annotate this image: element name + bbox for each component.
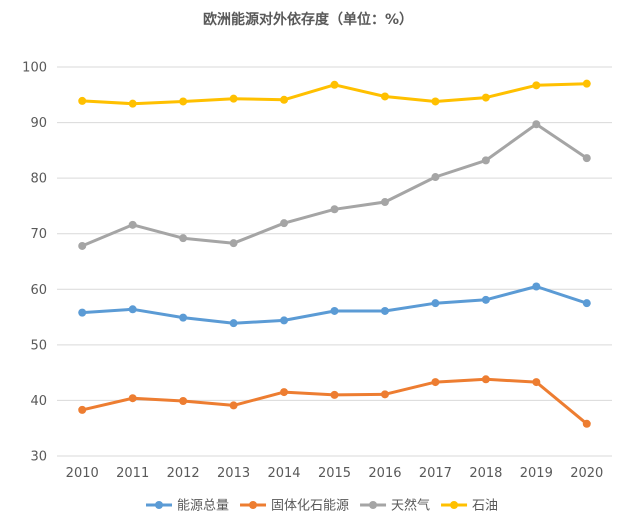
data-point <box>380 198 389 207</box>
legend-swatch-marker <box>155 501 163 509</box>
data-point <box>532 120 541 129</box>
x-tick-label: 2014 <box>267 466 300 481</box>
y-tick-label: 100 <box>22 61 47 76</box>
legend-label: 石油 <box>472 499 498 514</box>
x-tick-label: 2020 <box>570 466 603 481</box>
data-point <box>229 239 238 248</box>
data-point <box>481 93 490 102</box>
data-point <box>229 319 238 328</box>
data-point <box>128 220 137 229</box>
data-point <box>582 299 591 308</box>
data-point <box>330 80 339 89</box>
data-point <box>330 306 339 315</box>
data-point <box>280 388 289 397</box>
legend-swatch-marker <box>450 501 459 509</box>
x-tick-label: 2013 <box>217 466 250 481</box>
legend-label: 能源总量 <box>177 499 229 514</box>
x-tick-label: 2018 <box>469 466 502 481</box>
data-point <box>431 378 440 387</box>
x-tick-label: 2012 <box>167 466 200 481</box>
legend-label: 天然气 <box>391 498 430 514</box>
data-point <box>481 295 490 304</box>
y-tick-label: 30 <box>30 450 47 465</box>
legend-label: 固体化石能源 <box>271 499 349 514</box>
data-point <box>280 219 289 228</box>
series-line <box>80 377 589 426</box>
legend-item-3: 天然气 <box>360 498 430 514</box>
data-point <box>481 156 490 165</box>
legend-item-4: 石油 <box>441 499 498 514</box>
data-point <box>78 241 87 250</box>
data-point <box>179 234 188 243</box>
y-axis-ticks: 30 40 50 60 70 80 90 100 <box>22 61 47 465</box>
x-axis-ticks: 2010 2011 2012 2013 2014 2015 2016 2017 2018 2019… <box>66 466 604 481</box>
y-tick-label: 80 <box>30 172 47 187</box>
data-point <box>280 316 289 325</box>
data-point <box>431 97 440 106</box>
y-tick-label: 40 <box>30 394 47 409</box>
data-point <box>431 299 440 308</box>
series-layer <box>78 79 591 428</box>
x-tick-label: 2019 <box>520 466 553 481</box>
data-point <box>582 79 591 88</box>
x-tick-label: 2015 <box>318 466 351 481</box>
data-point <box>431 173 440 182</box>
series-3 <box>78 120 591 250</box>
series-line <box>80 285 589 325</box>
legend-swatch-marker <box>369 501 378 509</box>
data-point <box>380 306 389 315</box>
data-point <box>229 401 238 410</box>
legend-item-2: 固体化石能源 <box>240 499 349 514</box>
data-point <box>128 99 137 108</box>
x-tick-label: 2016 <box>368 466 401 481</box>
data-point <box>532 282 541 291</box>
data-point <box>179 313 188 322</box>
y-tick-label: 90 <box>30 116 47 131</box>
data-point <box>280 95 289 104</box>
x-tick-label: 2017 <box>419 466 452 481</box>
data-point <box>330 390 339 399</box>
data-point <box>128 305 137 314</box>
data-point <box>179 396 188 405</box>
x-tick-label: 2011 <box>116 466 149 481</box>
x-tick-label: 2010 <box>66 466 99 481</box>
data-point <box>330 205 339 214</box>
data-point <box>128 394 137 403</box>
series-4 <box>78 79 591 108</box>
chart-title: 欧洲能源对外依存度（单位：%） <box>203 11 413 28</box>
data-point <box>78 96 87 105</box>
legend-item-1: 能源总量 <box>146 499 229 514</box>
data-point <box>481 375 490 384</box>
legend: 能源总量 固体化石能源 天然气 石油 <box>146 498 498 514</box>
data-point <box>179 97 188 106</box>
data-point <box>532 378 541 387</box>
data-point <box>380 92 389 101</box>
data-point <box>582 154 591 163</box>
series-line <box>80 122 589 248</box>
y-tick-label: 70 <box>30 227 47 242</box>
legend-swatch-marker <box>249 501 258 509</box>
series-2 <box>78 375 591 428</box>
data-point <box>582 419 591 428</box>
data-point <box>380 390 389 399</box>
y-tick-label: 60 <box>30 283 47 298</box>
data-point <box>78 308 87 317</box>
data-point <box>229 94 238 103</box>
series-1 <box>78 282 591 328</box>
y-tick-label: 50 <box>30 338 47 353</box>
data-point <box>532 81 541 90</box>
data-point <box>78 405 87 414</box>
